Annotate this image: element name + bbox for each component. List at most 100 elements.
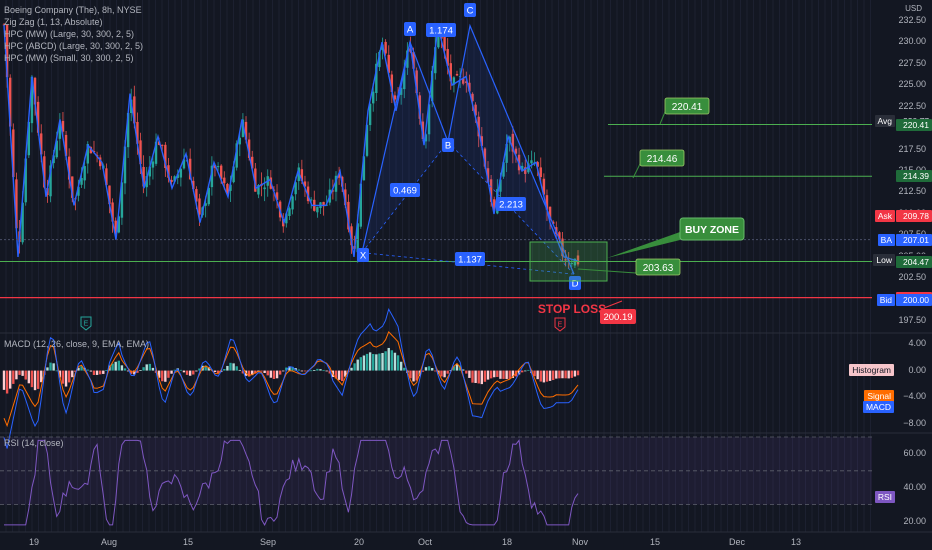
macd-histogram-bar xyxy=(381,352,384,371)
candle-body xyxy=(502,162,505,177)
macd-histogram-bar xyxy=(471,370,474,383)
macd-histogram-bar xyxy=(238,369,242,371)
candle-body xyxy=(365,124,369,156)
candle-body xyxy=(89,147,93,154)
candle-body xyxy=(167,165,170,178)
candle-body xyxy=(241,119,245,137)
macd-histogram-bar xyxy=(474,370,477,383)
macd-histogram-bar xyxy=(412,370,415,382)
target-label-1-text: 220.41 xyxy=(672,102,703,113)
candle-body xyxy=(263,187,266,190)
time-axis-label: 13 xyxy=(790,537,802,547)
macd-histogram-bar xyxy=(536,370,539,380)
price-tag-value: 214.39 xyxy=(896,170,932,183)
candle-body xyxy=(145,176,148,188)
candle-body xyxy=(350,226,353,246)
macd-histogram-bar xyxy=(148,363,152,371)
candle-body xyxy=(288,208,291,216)
price-axis-label: 225.00 xyxy=(898,79,926,90)
candle-body xyxy=(418,95,421,119)
target-label-3: 203.63 xyxy=(635,258,681,276)
candle-body xyxy=(210,165,214,188)
rsi-axis-label: 60.00 xyxy=(903,447,926,458)
price-tag-value: 204.47 xyxy=(896,255,932,268)
price-axis-label: 197.50 xyxy=(898,315,926,326)
macd-histogram-bar xyxy=(375,354,378,371)
macd-histogram-bar xyxy=(114,361,117,371)
macd-histogram-bar xyxy=(92,370,96,375)
rsi-series-tag: RSI xyxy=(874,491,895,503)
price-tag-name: Ask xyxy=(874,209,895,222)
price-axis-label: 232.50 xyxy=(898,14,926,25)
candle-body xyxy=(188,158,192,180)
macd-histogram-bar xyxy=(24,370,27,380)
candle-body xyxy=(108,185,111,205)
indicator-zigzag[interactable]: Zig Zag (1, 13, Absolute) xyxy=(4,17,103,27)
candle-body xyxy=(204,203,207,206)
macd-histogram-bar xyxy=(576,370,580,376)
price-axis-label: 202.50 xyxy=(898,272,926,283)
candle-body xyxy=(430,70,434,102)
chart-legend: Boeing Company (The), 8h, NYSE Zig Zag (… xyxy=(4,4,143,64)
candle-body xyxy=(322,201,325,207)
macd-histogram-bar xyxy=(362,355,366,371)
target-label-1-bg xyxy=(664,97,710,115)
macd-histogram-bar xyxy=(337,370,341,380)
point-c-label-text: C xyxy=(467,6,474,17)
macd-series-tag: MACD xyxy=(862,401,894,413)
candle-body xyxy=(359,183,363,227)
macd-histogram-bar xyxy=(229,362,232,371)
indicator-hpc-mw-small[interactable]: HPC (MW) (Small, 30, 300, 2, 5) xyxy=(4,53,134,63)
price-tag-name: Avg xyxy=(874,115,895,128)
candle-body xyxy=(406,50,409,68)
point-a-label: A xyxy=(404,22,416,36)
macd-histogram-bar xyxy=(350,367,353,371)
candle-body xyxy=(219,165,223,180)
point-b-label-text: B xyxy=(445,141,451,152)
candle-body xyxy=(198,198,201,215)
macd-histogram-bar xyxy=(254,370,257,374)
candle-body xyxy=(254,168,257,192)
macd-histogram-bar xyxy=(161,370,164,382)
candle-body xyxy=(148,166,152,177)
macd-histogram-bar xyxy=(55,370,58,372)
macd-histogram-bar xyxy=(309,370,313,372)
time-axis-label: Oct xyxy=(417,537,433,547)
candle-body xyxy=(33,77,37,105)
macd-histogram-bar xyxy=(74,370,77,372)
macd-histogram-bar xyxy=(567,370,570,379)
macd-histogram-bar xyxy=(216,370,220,374)
macd-histogram-bar xyxy=(185,370,189,375)
macd-histogram-bar xyxy=(251,370,254,376)
candle-body xyxy=(514,148,518,154)
macd-histogram-bar xyxy=(344,370,347,377)
macd-histogram-bar xyxy=(508,370,511,379)
macd-histogram-bar xyxy=(558,370,561,379)
macd-histogram-bar xyxy=(505,370,508,379)
macd-histogram-bar xyxy=(368,352,372,371)
rsi-title: RSI (14, close) xyxy=(4,438,64,448)
macd-histogram-bar xyxy=(334,370,338,379)
candle-body xyxy=(384,41,387,54)
indicator-hpc-abcd[interactable]: HPC (ABCD) (Large, 30, 300, 2, 5) xyxy=(4,41,144,51)
macd-histogram-bar xyxy=(52,363,55,371)
macd-histogram-bar xyxy=(173,369,176,371)
indicator-hpc-mw-large[interactable]: HPC (MW) (Large, 30, 300, 2, 5) xyxy=(4,29,135,39)
candle-body xyxy=(455,73,459,76)
candle-body xyxy=(331,190,335,192)
macd-histogram-bar xyxy=(117,360,120,371)
candle-body xyxy=(465,81,468,83)
macd-histogram-bar xyxy=(325,370,328,372)
macd-histogram-bar xyxy=(328,370,331,374)
candle-body xyxy=(229,184,232,191)
candle-body xyxy=(372,91,375,104)
macd-histogram-bar xyxy=(353,363,356,371)
harmonic-xb-line xyxy=(361,141,449,253)
zigzag-line xyxy=(3,24,579,262)
target-label-3-bg xyxy=(635,258,681,276)
macd-histogram-bar xyxy=(545,370,549,382)
buy-zone-box xyxy=(529,241,608,282)
macd-histogram-bar xyxy=(372,353,375,371)
stop-price-bg xyxy=(600,309,636,324)
